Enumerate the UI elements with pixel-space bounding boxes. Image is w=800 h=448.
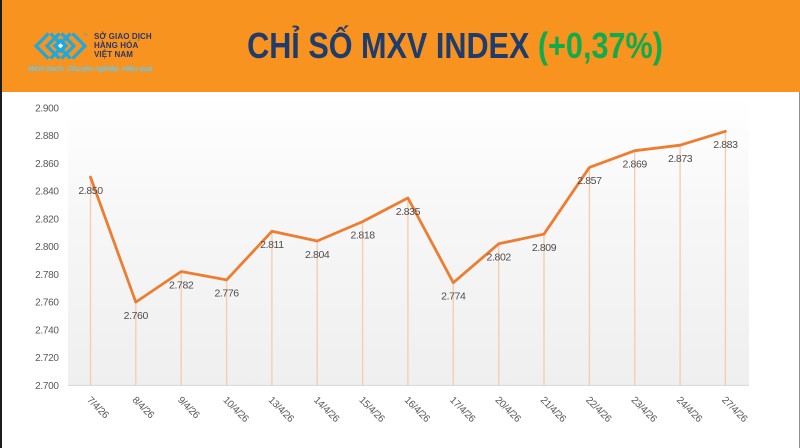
svg-text:22/4/26: 22/4/26 [583, 395, 613, 425]
svg-text:7/4/26: 7/4/26 [84, 395, 111, 422]
svg-text:2.776: 2.776 [214, 288, 239, 300]
svg-text:2.782: 2.782 [169, 279, 194, 291]
svg-text:2.802: 2.802 [487, 252, 512, 264]
svg-text:2.857: 2.857 [577, 175, 602, 187]
svg-text:2.804: 2.804 [305, 249, 330, 261]
svg-text:™: ™ [83, 33, 88, 39]
svg-text:20/4/26: 20/4/26 [493, 395, 523, 425]
svg-text:2.860: 2.860 [35, 159, 59, 170]
svg-text:2.760: 2.760 [124, 310, 149, 322]
svg-text:2.850: 2.850 [78, 185, 103, 197]
svg-text:2.774: 2.774 [441, 291, 466, 303]
svg-text:10/4/26: 10/4/26 [220, 395, 250, 425]
svg-text:23/4/26: 23/4/26 [629, 395, 659, 425]
svg-text:2.811: 2.811 [260, 239, 284, 251]
svg-text:2.800: 2.800 [35, 242, 59, 253]
svg-text:8/4/26: 8/4/26 [130, 395, 157, 422]
svg-text:9/4/26: 9/4/26 [175, 395, 202, 422]
svg-text:2.780: 2.780 [35, 270, 59, 281]
svg-text:2.840: 2.840 [35, 187, 59, 198]
svg-text:2.880: 2.880 [35, 131, 59, 142]
svg-text:2.720: 2.720 [35, 353, 59, 364]
svg-text:2.873: 2.873 [668, 153, 693, 165]
svg-text:2.883: 2.883 [713, 139, 738, 151]
svg-text:27/4/26: 27/4/26 [719, 395, 749, 425]
svg-text:13/4/26: 13/4/26 [266, 395, 296, 425]
svg-text:2.818: 2.818 [350, 229, 375, 241]
svg-text:2.809: 2.809 [532, 242, 557, 254]
svg-text:15/4/26: 15/4/26 [356, 395, 386, 425]
svg-text:2.869: 2.869 [623, 159, 648, 171]
svg-text:14/4/26: 14/4/26 [311, 395, 341, 425]
svg-text:2.820: 2.820 [35, 214, 59, 225]
svg-text:21/4/26: 21/4/26 [538, 395, 568, 425]
svg-text:17/4/26: 17/4/26 [447, 395, 477, 425]
svg-text:16/4/26: 16/4/26 [402, 395, 432, 425]
svg-text:2.835: 2.835 [396, 206, 421, 218]
svg-text:2.700: 2.700 [35, 381, 59, 392]
svg-text:2.900: 2.900 [35, 103, 59, 114]
svg-text:24/4/26: 24/4/26 [674, 395, 704, 425]
svg-text:2.760: 2.760 [35, 298, 59, 309]
svg-text:2.740: 2.740 [35, 326, 59, 337]
